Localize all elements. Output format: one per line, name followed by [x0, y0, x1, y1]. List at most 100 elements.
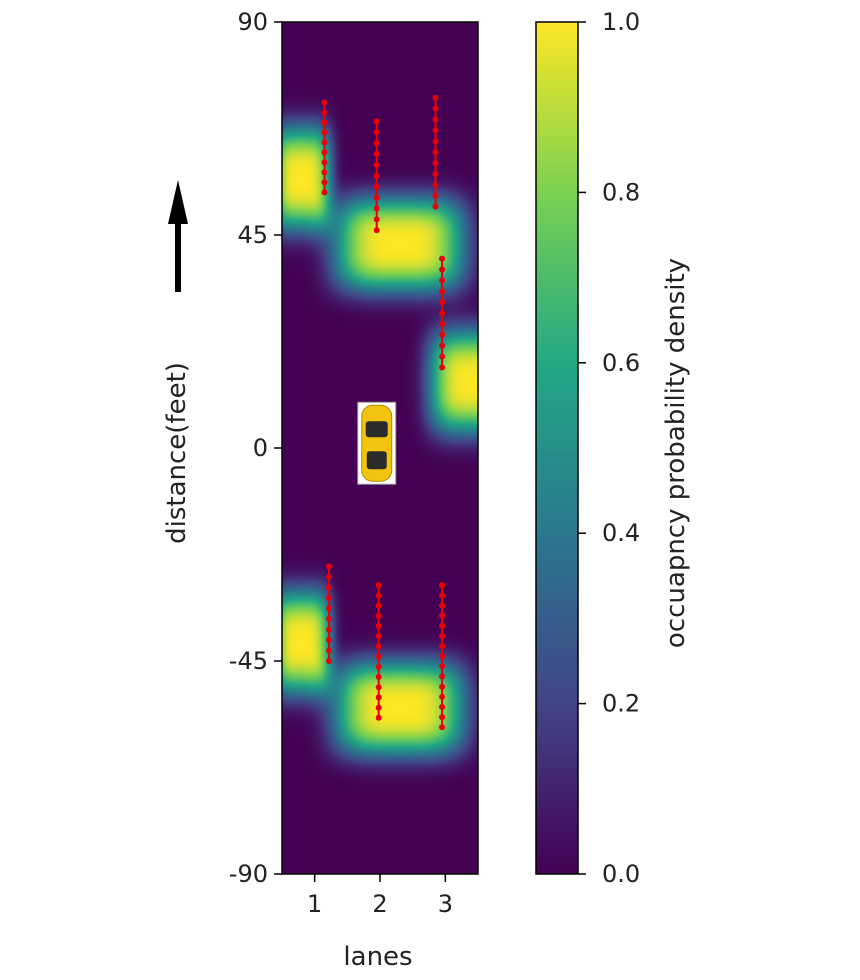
colorbar-ticks: 0.0 0.2 0.4 0.6 0.8 1.0	[578, 8, 640, 888]
trajectory-point	[326, 605, 333, 612]
trajectory-point	[432, 181, 439, 188]
trajectory-5	[326, 563, 333, 664]
trajectory-point	[326, 636, 333, 643]
trajectory-point	[439, 353, 446, 360]
trajectory-point	[321, 129, 328, 136]
trajectory-point	[439, 320, 446, 327]
ego-vehicle-icon	[357, 401, 397, 485]
trajectory-layer	[321, 94, 446, 731]
trajectory-point	[375, 582, 382, 589]
trajectory-point	[326, 594, 333, 601]
trajectory-point	[373, 172, 380, 179]
trajectory-point	[321, 119, 328, 126]
trajectory-point	[439, 310, 446, 317]
trajectory-2	[373, 118, 380, 234]
trajectory-point	[439, 592, 446, 599]
trajectory-point	[326, 647, 333, 654]
trajectory-point	[439, 255, 446, 262]
trajectory-point	[439, 582, 446, 589]
trajectory-point	[439, 673, 446, 680]
plot-area	[281, 21, 479, 875]
trajectory-point	[375, 643, 382, 650]
trajectory-point	[439, 277, 446, 284]
trajectory-point	[373, 161, 380, 168]
trajectory-point	[375, 653, 382, 660]
trajectory-point	[432, 170, 439, 177]
trajectory-point	[321, 179, 328, 186]
trajectory-point	[373, 194, 380, 201]
trajectory-point	[432, 138, 439, 145]
colorbar: 0.0 0.2 0.4 0.6 0.8 1.0 occuapncy probability…	[535, 8, 691, 888]
trajectory-point	[439, 612, 446, 619]
trajectory-point	[326, 615, 333, 622]
trajectory-6	[375, 582, 382, 721]
trajectory-point	[439, 266, 446, 273]
trajectory-4	[439, 255, 446, 371]
trajectory-point	[375, 663, 382, 670]
trajectory-point	[373, 216, 380, 223]
x-tick-label: 3	[438, 890, 453, 918]
trajectory-point	[439, 632, 446, 639]
trajectory-point	[373, 183, 380, 190]
colorbar-gradient	[535, 21, 579, 875]
trajectory-point	[439, 714, 446, 721]
trajectory-point	[321, 139, 328, 146]
x-axis-label: lanes	[343, 942, 412, 972]
trajectory-point	[432, 149, 439, 156]
y-tick-label: -90	[229, 860, 268, 888]
y-tick-label: 45	[237, 221, 268, 249]
trajectory-point	[375, 633, 382, 640]
x-axis: 1 2 3	[307, 874, 453, 918]
direction-arrow-icon	[168, 180, 188, 292]
trajectory-point	[375, 674, 382, 681]
trajectory-point	[439, 683, 446, 690]
trajectory-point	[432, 192, 439, 199]
trajectory-point	[432, 127, 439, 134]
y-tick-label: -45	[229, 647, 268, 675]
colorbar-tick-label: 0.2	[602, 690, 640, 718]
colorbar-label: occuapncy probability density	[661, 258, 691, 648]
colorbar-tick-label: 0.0	[602, 860, 640, 888]
trajectory-3	[432, 94, 439, 210]
trajectory-point	[326, 658, 333, 664]
colorbar-tick-label: 0.4	[602, 519, 640, 547]
colorbar-tick-label: 1.0	[602, 8, 640, 36]
y-axis-label: distance(feet)	[162, 362, 192, 544]
trajectory-point	[373, 205, 380, 212]
trajectory-point	[373, 227, 380, 234]
trajectory-point	[439, 724, 446, 731]
trajectory-point	[375, 623, 382, 630]
trajectory-point	[375, 694, 382, 701]
trajectory-point	[321, 159, 328, 166]
trajectory-point	[321, 169, 328, 176]
x-tick-label: 2	[372, 890, 387, 918]
trajectory-point	[432, 116, 439, 123]
colorbar-tick-label: 0.8	[602, 178, 640, 206]
trajectory-7	[439, 582, 446, 731]
trajectory-point	[375, 714, 382, 721]
trajectory-point	[439, 342, 446, 349]
y-tick-label: 0	[253, 434, 268, 462]
trajectory-point	[326, 626, 333, 633]
trajectory-point	[432, 94, 439, 101]
trajectory-point	[439, 693, 446, 700]
y-axis: 90 45 0 -45 -90	[229, 8, 282, 888]
trajectory-point	[439, 364, 446, 371]
x-tick-label: 1	[307, 890, 322, 918]
trajectory-point	[373, 118, 380, 125]
trajectory-point	[373, 151, 380, 158]
trajectory-point	[321, 149, 328, 156]
trajectory-point	[321, 189, 328, 196]
trajectory-1	[321, 99, 328, 196]
trajectory-point	[326, 573, 333, 580]
trajectory-point	[373, 140, 380, 147]
y-tick-label: 90	[237, 8, 268, 36]
trajectory-point	[439, 299, 446, 306]
trajectory-point	[375, 704, 382, 711]
trajectory-point	[439, 331, 446, 338]
trajectory-point	[326, 584, 333, 591]
trajectory-point	[439, 643, 446, 650]
trajectory-point	[439, 602, 446, 609]
trajectory-point	[439, 703, 446, 710]
